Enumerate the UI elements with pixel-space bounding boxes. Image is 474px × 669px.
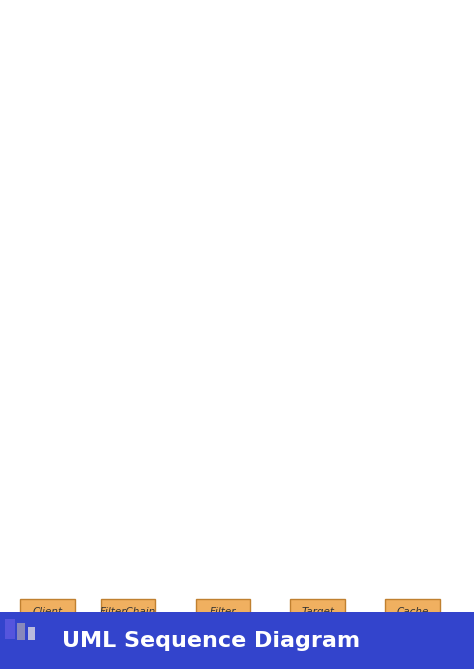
Text: UML Sequence Diagram: UML Sequence Diagram xyxy=(62,631,360,650)
Bar xyxy=(219,631,227,639)
Text: process: process xyxy=(358,630,396,640)
Bar xyxy=(408,637,417,639)
Text: the same respond: the same respond xyxy=(186,627,274,637)
Text: the same request: the same request xyxy=(45,623,131,633)
Text: invoke: invoke xyxy=(159,613,191,623)
Bar xyxy=(313,634,322,636)
Bar xyxy=(408,644,417,646)
Text: Cache: Cache xyxy=(396,607,428,617)
Bar xyxy=(100,599,155,625)
Text: do filter: do filter xyxy=(156,616,194,626)
Text: check: check xyxy=(264,628,292,638)
Text: Target: Target xyxy=(301,607,334,617)
Bar xyxy=(385,599,439,625)
Text: FilterChain: FilterChain xyxy=(100,607,156,617)
Text: Filter: Filter xyxy=(210,607,236,617)
Bar xyxy=(28,627,35,640)
Bar xyxy=(290,599,345,625)
Text: request: request xyxy=(69,611,106,621)
Bar xyxy=(195,599,250,625)
Bar xyxy=(43,629,52,640)
Text: read: read xyxy=(307,626,328,636)
Bar xyxy=(0,612,474,669)
Bar xyxy=(5,619,15,640)
Bar xyxy=(124,629,132,640)
Bar xyxy=(219,642,227,646)
Bar xyxy=(20,599,75,625)
Text: check: check xyxy=(264,638,292,648)
Text: Client: Client xyxy=(32,607,63,617)
Text: respond: respond xyxy=(68,621,108,631)
Bar xyxy=(17,623,25,640)
Bar xyxy=(43,640,52,646)
Text: write: write xyxy=(305,619,330,629)
Bar xyxy=(124,640,132,646)
Text: invoke: invoke xyxy=(159,624,191,634)
